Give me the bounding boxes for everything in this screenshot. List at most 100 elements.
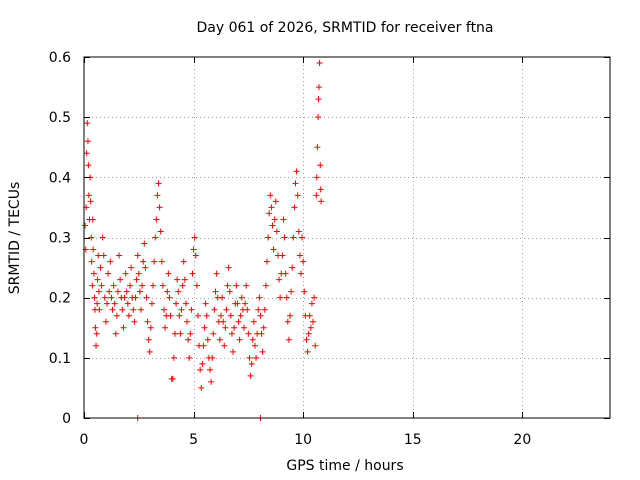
data-point: [270, 246, 277, 253]
data-point: [98, 282, 105, 289]
data-point: [289, 264, 296, 271]
x-tick-labels: 0 5 10 15 20: [80, 432, 532, 448]
data-point: [250, 318, 257, 325]
data-point: [313, 174, 320, 181]
data-point: [267, 192, 274, 199]
data-point: [237, 312, 244, 319]
data-point: [106, 288, 113, 295]
data-point: [167, 312, 174, 319]
data-point: [130, 306, 137, 313]
data-point: [216, 336, 223, 343]
data-point: [260, 324, 267, 331]
x-tick-label: 15: [404, 432, 422, 448]
data-point: [170, 354, 177, 361]
data-point: [104, 300, 111, 307]
data-point: [85, 192, 92, 199]
data-point: [308, 300, 315, 307]
data-point: [283, 294, 290, 301]
data-point: [303, 336, 310, 343]
data-point: [315, 84, 322, 91]
data-point: [114, 288, 121, 295]
data-point: [109, 306, 116, 313]
data-point: [226, 288, 233, 295]
y-tick-label: 0.5: [49, 110, 71, 126]
data-point: [266, 210, 273, 217]
data-point: [190, 246, 197, 253]
y-tick-label: 0: [62, 411, 71, 427]
x-axis-label: GPS time / hours: [286, 458, 403, 474]
x-tick-label: 10: [294, 432, 312, 448]
data-point: [228, 330, 235, 337]
data-point: [123, 288, 130, 295]
data-point: [85, 162, 92, 169]
data-point: [87, 198, 94, 205]
data-point: [146, 348, 153, 355]
data-point: [246, 354, 253, 361]
data-point: [223, 306, 230, 313]
data-point: [264, 258, 271, 265]
data-point: [234, 300, 241, 307]
data-point: [144, 318, 151, 325]
x-tick-label: 0: [80, 432, 89, 448]
data-point: [288, 288, 295, 295]
data-point: [199, 360, 206, 367]
data-point: [251, 342, 258, 349]
data-point: [236, 336, 243, 343]
data-point: [238, 294, 245, 301]
data-point: [185, 336, 192, 343]
data-point: [284, 318, 291, 325]
data-point: [155, 180, 162, 187]
data-point: [117, 276, 124, 283]
data-point: [191, 234, 198, 241]
data-point: [82, 222, 89, 229]
data-point: [141, 240, 148, 247]
data-point: [257, 312, 264, 319]
data-point: [296, 252, 303, 259]
data-point: [179, 282, 186, 289]
data-point: [96, 306, 103, 313]
data-point: [293, 168, 300, 175]
data-point: [90, 246, 97, 253]
data-point: [287, 312, 294, 319]
data-point: [197, 366, 204, 373]
y-axis-label: SRMTID / TECUs: [7, 182, 23, 295]
data-point: [93, 342, 100, 349]
y-tick-label: 0.6: [49, 50, 71, 66]
data-point: [235, 318, 242, 325]
data-point: [133, 276, 140, 283]
grid-lines: [84, 57, 610, 418]
data-point: [93, 330, 100, 337]
data-point: [242, 300, 249, 307]
data-point: [240, 324, 247, 331]
data-point: [121, 294, 128, 301]
data-point: [299, 234, 306, 241]
data-point: [122, 270, 129, 277]
data-point: [108, 294, 115, 301]
data-point: [219, 294, 226, 301]
data-point: [94, 276, 101, 283]
data-point: [162, 324, 169, 331]
data-point: [186, 354, 193, 361]
data-point: [180, 258, 187, 265]
data-point: [280, 216, 287, 223]
data-point: [277, 294, 284, 301]
data-point: [102, 318, 109, 325]
data-point: [187, 330, 194, 337]
data-point: [128, 264, 135, 271]
data-point: [113, 312, 120, 319]
chart-title: Day 061 of 2026, SRMTID for receiver ftn…: [196, 20, 493, 36]
data-point: [97, 264, 104, 271]
data-point: [177, 330, 184, 337]
data-point: [315, 114, 322, 121]
axis-ticks: [84, 57, 610, 419]
data-point: [83, 150, 90, 157]
y-tick-label: 0.4: [49, 170, 71, 186]
data-point: [217, 312, 224, 319]
data-point: [230, 348, 237, 355]
data-point: [208, 378, 215, 385]
data-point: [107, 258, 114, 265]
data-point: [188, 306, 195, 313]
data-point: [173, 300, 180, 307]
data-point: [200, 342, 207, 349]
